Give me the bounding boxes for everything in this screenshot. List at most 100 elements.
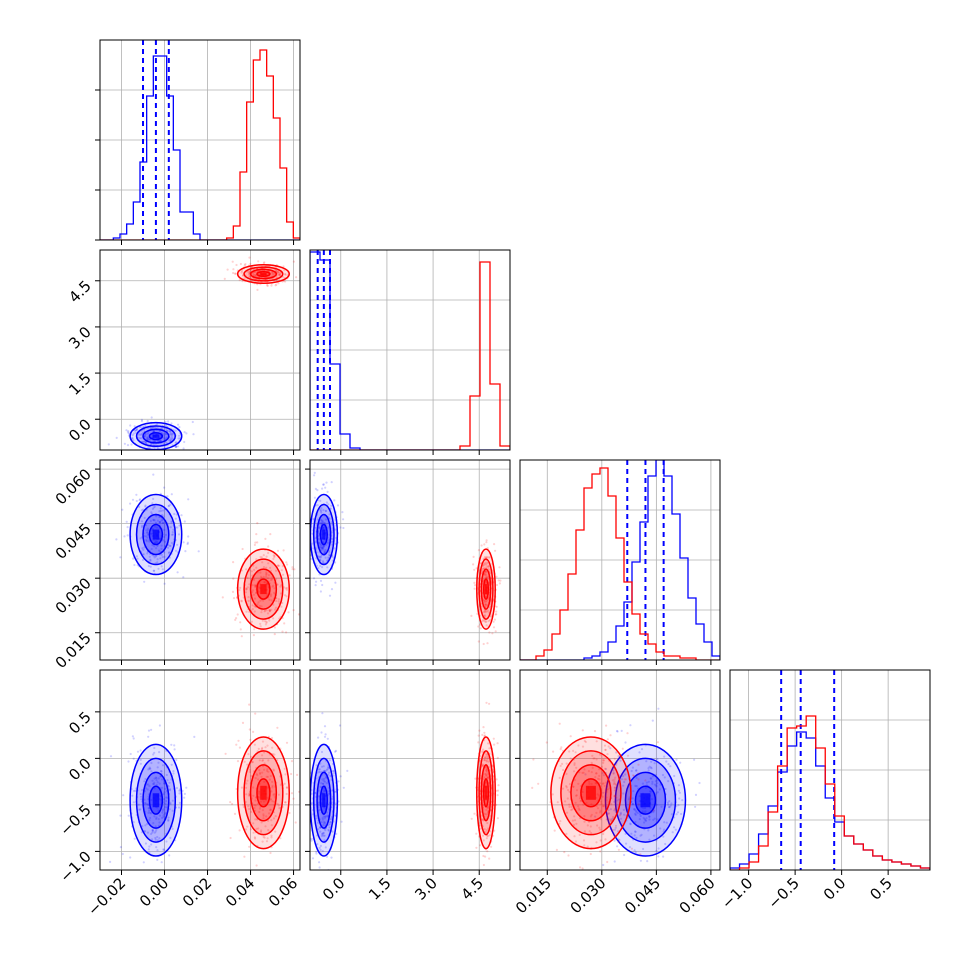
scatter-point — [265, 575, 268, 578]
scatter-point — [555, 848, 559, 852]
scatter-point — [253, 543, 256, 547]
scatter-point — [251, 761, 254, 764]
scatter-point — [583, 820, 586, 823]
scatter-point — [131, 794, 134, 797]
scatter-point — [285, 792, 288, 796]
scatter-point — [154, 555, 157, 558]
scatter-point — [143, 516, 146, 520]
scatter-point — [240, 600, 243, 603]
scatter-point — [232, 597, 236, 600]
scatter-point — [607, 774, 611, 777]
scatter-point — [139, 537, 142, 540]
scatter-point — [611, 779, 614, 782]
scatter-point — [241, 547, 244, 551]
scatter-point — [477, 549, 480, 552]
scatter-point — [338, 724, 342, 727]
scatter-point — [638, 751, 641, 754]
scatter-point — [315, 580, 318, 583]
scatter-point — [644, 786, 647, 790]
scatter-point — [314, 792, 317, 795]
scatter-point — [138, 498, 142, 501]
scatter-point — [249, 738, 252, 741]
scatter-point — [254, 584, 257, 587]
scatter-point — [259, 555, 262, 559]
scatter-point — [146, 788, 149, 791]
scatter-point — [255, 533, 258, 536]
scatter-point — [561, 787, 565, 790]
scatter-point — [172, 528, 175, 531]
scatter-point — [579, 800, 582, 803]
scatter-point — [610, 818, 613, 821]
scatter-point — [158, 520, 161, 524]
scatter-point — [484, 620, 487, 624]
scatter-point — [322, 522, 325, 525]
scatter-point — [243, 855, 246, 858]
scatter-point — [248, 845, 251, 848]
scatter-point — [288, 574, 291, 577]
scatter-point — [318, 542, 321, 545]
scatter-point — [655, 792, 658, 795]
scatter-point — [330, 521, 333, 524]
scatter-point — [273, 633, 276, 636]
scatter-point — [330, 816, 333, 819]
scatter-point — [254, 818, 257, 821]
scatter-point — [569, 735, 572, 738]
scatter-point — [282, 549, 285, 552]
scatter-point — [257, 827, 260, 830]
scatter-point — [607, 745, 610, 748]
scatter-point — [154, 825, 157, 828]
scatter-point — [484, 756, 487, 759]
scatter-point — [319, 544, 322, 547]
density-peak — [260, 584, 267, 595]
scatter-point — [334, 749, 338, 753]
scatter-point — [176, 543, 179, 546]
x-tick-label: −0.5 — [764, 874, 802, 912]
scatter-point — [271, 780, 274, 784]
scatter-point — [483, 599, 486, 602]
scatter-point — [163, 528, 166, 532]
scatter-point — [328, 513, 331, 516]
scatter-point — [146, 453, 148, 455]
scatter-point — [131, 434, 134, 437]
scatter-point — [159, 440, 162, 443]
scatter-point — [153, 746, 156, 750]
scatter-point — [320, 821, 323, 824]
scatter-point — [132, 821, 135, 824]
scatter-point — [253, 806, 256, 810]
scatter-point — [614, 795, 617, 798]
scatter-point — [599, 811, 602, 814]
scatter-point — [634, 813, 637, 817]
scatter-point — [134, 431, 137, 434]
scatter-point — [138, 808, 141, 811]
scatter-point — [317, 736, 320, 739]
x-tick-label: 0.00 — [136, 874, 172, 910]
scatter-point — [171, 809, 174, 812]
scatter-point — [284, 280, 287, 283]
scatter-point — [573, 762, 576, 765]
scatter-point — [133, 563, 136, 567]
scatter-point — [595, 740, 598, 743]
scatter-point — [319, 830, 322, 833]
scatter-point — [273, 587, 276, 590]
scatter-point — [284, 801, 287, 804]
density-peak — [640, 793, 651, 808]
y-tick-label: 0.045 — [52, 520, 95, 563]
scatter-point — [162, 815, 165, 819]
scatter-point — [140, 798, 143, 801]
scatter-point — [256, 774, 259, 777]
scatter-point — [612, 769, 615, 772]
histogram-red — [100, 49, 300, 240]
scatter-point — [133, 429, 136, 432]
scatter-point — [599, 800, 603, 803]
scatter-point — [486, 807, 489, 810]
scatter-point — [258, 582, 262, 585]
scatter-point — [479, 844, 482, 847]
scatter-point — [667, 803, 670, 806]
scatter-point — [281, 565, 284, 568]
scatter-point — [330, 856, 333, 859]
scatter-point — [256, 818, 259, 821]
scatter-point — [326, 768, 329, 771]
scatter-point — [261, 759, 265, 762]
scatter-point — [340, 820, 343, 823]
scatter-point — [561, 762, 564, 766]
